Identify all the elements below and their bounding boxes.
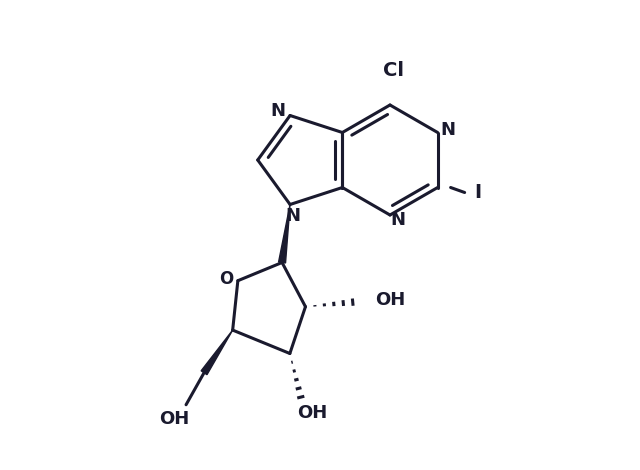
Text: N: N bbox=[390, 211, 406, 229]
Text: OH: OH bbox=[159, 410, 189, 428]
Polygon shape bbox=[201, 330, 233, 375]
Text: N: N bbox=[440, 120, 455, 139]
Text: Cl: Cl bbox=[383, 61, 403, 79]
Text: I: I bbox=[474, 183, 481, 202]
Text: O: O bbox=[219, 270, 233, 288]
Text: N: N bbox=[285, 207, 301, 226]
Text: N: N bbox=[271, 102, 285, 119]
Polygon shape bbox=[278, 204, 290, 263]
Text: OH: OH bbox=[297, 405, 327, 423]
Text: OH: OH bbox=[376, 291, 406, 309]
